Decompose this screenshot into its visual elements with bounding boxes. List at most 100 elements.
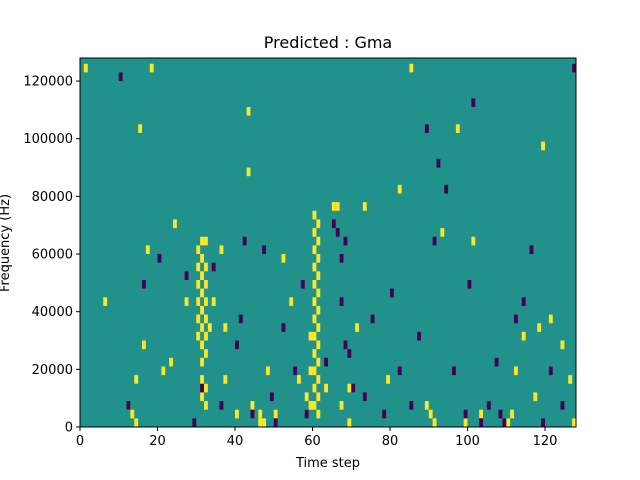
heatmap-cell-low — [192, 418, 197, 427]
heatmap-cell-high — [134, 418, 139, 427]
heatmap-cell-high — [316, 323, 321, 332]
y-tick-label: 40000 — [32, 305, 73, 320]
heatmap-cell-high — [424, 401, 429, 410]
heatmap-cell-high — [316, 271, 321, 280]
y-axis: 0 20000 40000 60000 80000 100000 120000 — [23, 75, 80, 436]
heatmap-cell-low — [541, 418, 545, 427]
heatmap-cell-high — [134, 375, 139, 384]
heatmap-cell-high — [200, 288, 204, 298]
heatmap-cell-high — [204, 349, 208, 358]
heatmap-cell-high — [223, 323, 228, 332]
heatmap-cell-high — [211, 297, 216, 306]
heatmap-cell-low — [494, 357, 499, 367]
heatmap-cell-low — [432, 236, 437, 246]
heatmap-cell-low — [200, 383, 204, 393]
heatmap-cell-high — [204, 331, 208, 341]
heatmap-cell-low — [142, 279, 146, 289]
heatmap-cell-high — [312, 262, 317, 272]
heatmap-cell-high — [331, 202, 336, 211]
plot-area — [79, 57, 577, 428]
heatmap-cell-high — [258, 418, 263, 427]
heatmap-cell-low — [502, 418, 507, 427]
x-tick-label: 20 — [149, 434, 166, 449]
heatmap-cell-high — [316, 219, 321, 229]
heatmap-cell-low — [250, 409, 255, 419]
heatmap-cell-low — [324, 357, 328, 367]
heatmap-cell-high — [463, 418, 468, 427]
heatmap-cell-high — [281, 254, 286, 263]
heatmap-cell-high — [355, 323, 359, 332]
heatmap-cell-high — [196, 279, 201, 289]
heatmap-cell-high — [316, 375, 321, 384]
heatmap-cell-high — [362, 202, 367, 211]
x-tick-label: 40 — [227, 434, 244, 449]
heatmap-cell-low — [157, 254, 162, 263]
heatmap-cell-high — [196, 262, 201, 272]
heatmap-cell-high — [312, 331, 317, 341]
heatmap-background — [80, 58, 576, 427]
heatmap-cell-low — [467, 279, 472, 289]
heatmap-cell-low — [273, 418, 278, 427]
heatmap-cell-high — [204, 262, 208, 272]
heatmap-cell-low — [343, 236, 348, 246]
heatmap-cell-high — [521, 331, 526, 341]
heatmap-cell-high — [316, 236, 321, 246]
heatmap-cell-high — [200, 254, 204, 263]
heatmap-cell-high — [204, 297, 208, 306]
x-tick-label: 80 — [382, 434, 399, 449]
heatmap-cell-high — [316, 288, 321, 298]
heatmap-cell-high — [335, 202, 340, 211]
heatmap-cell-low — [390, 288, 394, 298]
heatmap-cell-high — [324, 383, 328, 393]
heatmap-cell-high — [533, 392, 538, 402]
heatmap-cell-high — [200, 236, 204, 246]
heatmap-cell-high — [537, 323, 542, 332]
heatmap-cell-low — [370, 314, 375, 324]
heatmap-cell-high — [316, 409, 321, 419]
heatmap-cell-high — [173, 219, 177, 229]
heatmap-cell-low — [486, 401, 491, 410]
heatmap-cell-high — [541, 141, 545, 151]
heatmap-cell-high — [432, 418, 437, 427]
heatmap-cell-low — [436, 158, 441, 168]
heatmap-cell-low — [339, 254, 344, 263]
heatmap-cell-low — [335, 228, 340, 237]
heatmap-cell-low — [479, 418, 483, 427]
heatmap-cell-high — [103, 297, 108, 306]
heatmap-cell-high — [235, 409, 239, 419]
heatmap-cell-high — [138, 124, 142, 133]
heatmap-cell-low — [521, 297, 526, 306]
x-tick-label: 60 — [304, 434, 321, 449]
heatmap-cell-low — [351, 383, 356, 393]
heatmap-cell-low — [397, 366, 402, 376]
heatmap-cell-high — [196, 331, 201, 341]
x-axis: 0 20 40 60 80 100 120 — [76, 427, 557, 449]
heatmap-cell-low — [382, 409, 387, 419]
heatmap-cell-low — [269, 392, 274, 402]
heatmap-cell-low — [219, 401, 224, 410]
y-tick-label: 0 — [65, 421, 73, 436]
heatmap-cell-low — [126, 401, 131, 410]
heatmap-cell-low — [293, 366, 297, 376]
heatmap-cell-high — [316, 392, 321, 402]
x-tick-label: 0 — [76, 434, 84, 449]
heatmap-cell-high — [83, 63, 88, 73]
heatmap-cell-high — [130, 409, 135, 419]
heatmap-cell-high — [204, 401, 208, 410]
heatmap-cell-high — [204, 236, 208, 246]
heatmap-cell-low — [463, 409, 468, 419]
heatmap-cell-high — [312, 279, 317, 289]
heatmap-cell-high — [479, 409, 483, 419]
heatmap-cell-low — [417, 331, 421, 341]
heatmap-cell-high — [149, 63, 154, 73]
heatmap-cell-high — [312, 383, 317, 393]
heatmap-cell-high — [200, 340, 204, 350]
heatmap-cell-high — [397, 184, 402, 194]
heatmap-cell-high — [200, 392, 204, 402]
heatmap-cell-high — [223, 375, 228, 384]
heatmap-cell-high — [273, 409, 278, 419]
heatmap-cell-high — [548, 314, 553, 324]
heatmap-cell-low — [339, 297, 344, 306]
heatmap-cell-low — [184, 271, 189, 280]
